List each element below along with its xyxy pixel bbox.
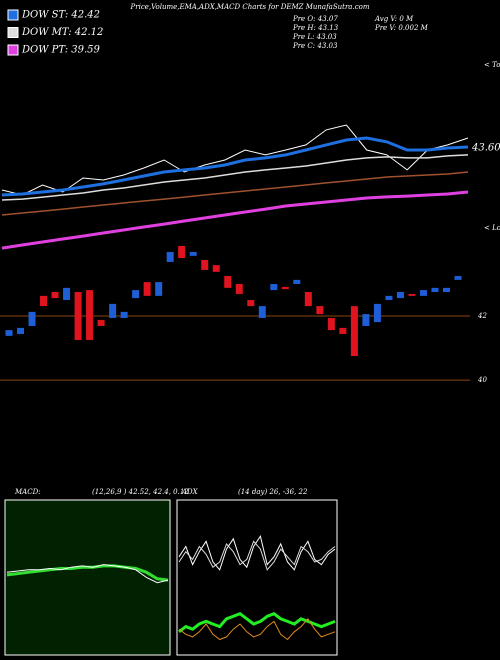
candle-body xyxy=(109,303,117,318)
panel-subtitle: (14 day) 26, -36, 22 xyxy=(238,488,308,496)
series-line xyxy=(178,612,336,633)
candle-body xyxy=(51,292,59,299)
info-text: Pre L: 43.03 xyxy=(292,33,337,41)
y-tick-label: 42 xyxy=(477,312,487,320)
candle-body xyxy=(408,293,416,296)
series-line xyxy=(178,540,336,571)
candle-body xyxy=(166,252,174,262)
series-line xyxy=(178,534,336,571)
candle-body xyxy=(40,295,48,307)
series-line xyxy=(178,617,336,641)
series-line xyxy=(1,171,469,216)
candle-body xyxy=(155,282,163,296)
candle-body xyxy=(28,311,36,326)
candle-body xyxy=(212,265,220,272)
candle-body xyxy=(350,306,358,357)
candle-body xyxy=(17,327,25,334)
info-text: Pre V: 0.002 M xyxy=(374,24,429,32)
panel-title: ADX xyxy=(181,488,199,496)
info-text: Pre O: 43.07 xyxy=(292,15,338,23)
candle-body xyxy=(74,292,82,341)
series-line xyxy=(1,154,469,201)
candle-body xyxy=(281,286,289,290)
candle-body xyxy=(86,290,94,341)
candle-body xyxy=(373,303,381,323)
candle-body xyxy=(132,290,140,299)
candle-body xyxy=(419,290,427,296)
info-text: Avg V: 0 M xyxy=(374,15,414,23)
legend-swatch xyxy=(7,27,19,38)
candle-body xyxy=(293,279,301,285)
series-line xyxy=(1,190,469,250)
legend-label: DOW ST: 42.42 xyxy=(21,10,100,21)
chart-title: Price,Volume,EMA,ADX,MACD Charts for DEM… xyxy=(130,3,370,11)
info-text: Pre H: 43.13 xyxy=(292,24,339,32)
candle-body xyxy=(235,284,243,294)
candle-body xyxy=(454,276,462,280)
info-text: Pre C: 43.03 xyxy=(292,42,338,50)
panel-subtitle: (12,26,9 ) 42.52, 42.4, 0.12 xyxy=(92,488,189,496)
candle-body xyxy=(5,330,13,336)
candle-body xyxy=(442,287,450,293)
series-line xyxy=(1,136,469,197)
candle-body xyxy=(143,282,151,296)
candle-body xyxy=(178,245,186,259)
panel-title: MACD: xyxy=(14,488,41,496)
macd-panel xyxy=(4,499,171,656)
candle-body xyxy=(431,287,439,293)
candle-body xyxy=(316,306,324,315)
y-tick-label: 40 xyxy=(477,376,487,384)
candle-body xyxy=(396,292,404,299)
candle-body xyxy=(247,300,255,307)
y-tick-label: 43.60 xyxy=(471,142,500,153)
legend-label: DOW MT: 42.12 xyxy=(21,27,103,38)
legend-swatch xyxy=(7,44,19,56)
candle-body xyxy=(258,306,266,318)
candle-body xyxy=(120,311,128,318)
annotation: < Lows xyxy=(484,224,500,232)
legend-swatch xyxy=(7,9,19,21)
series-line xyxy=(6,564,169,582)
adx-panel xyxy=(176,499,338,656)
candle-body xyxy=(224,276,232,288)
candle-body xyxy=(189,252,197,256)
candle-body xyxy=(339,327,347,334)
candle-body xyxy=(327,317,335,331)
candle-body xyxy=(270,284,278,291)
candle-body xyxy=(304,292,312,307)
candle-body xyxy=(362,314,370,326)
series-line xyxy=(6,564,169,584)
candle-body xyxy=(97,319,105,326)
annotation: < Tops xyxy=(484,61,500,69)
legend-label: DOW PT: 39.59 xyxy=(21,45,101,56)
candle-body xyxy=(63,287,71,301)
candle-body xyxy=(201,260,209,270)
candle-body xyxy=(385,295,393,301)
